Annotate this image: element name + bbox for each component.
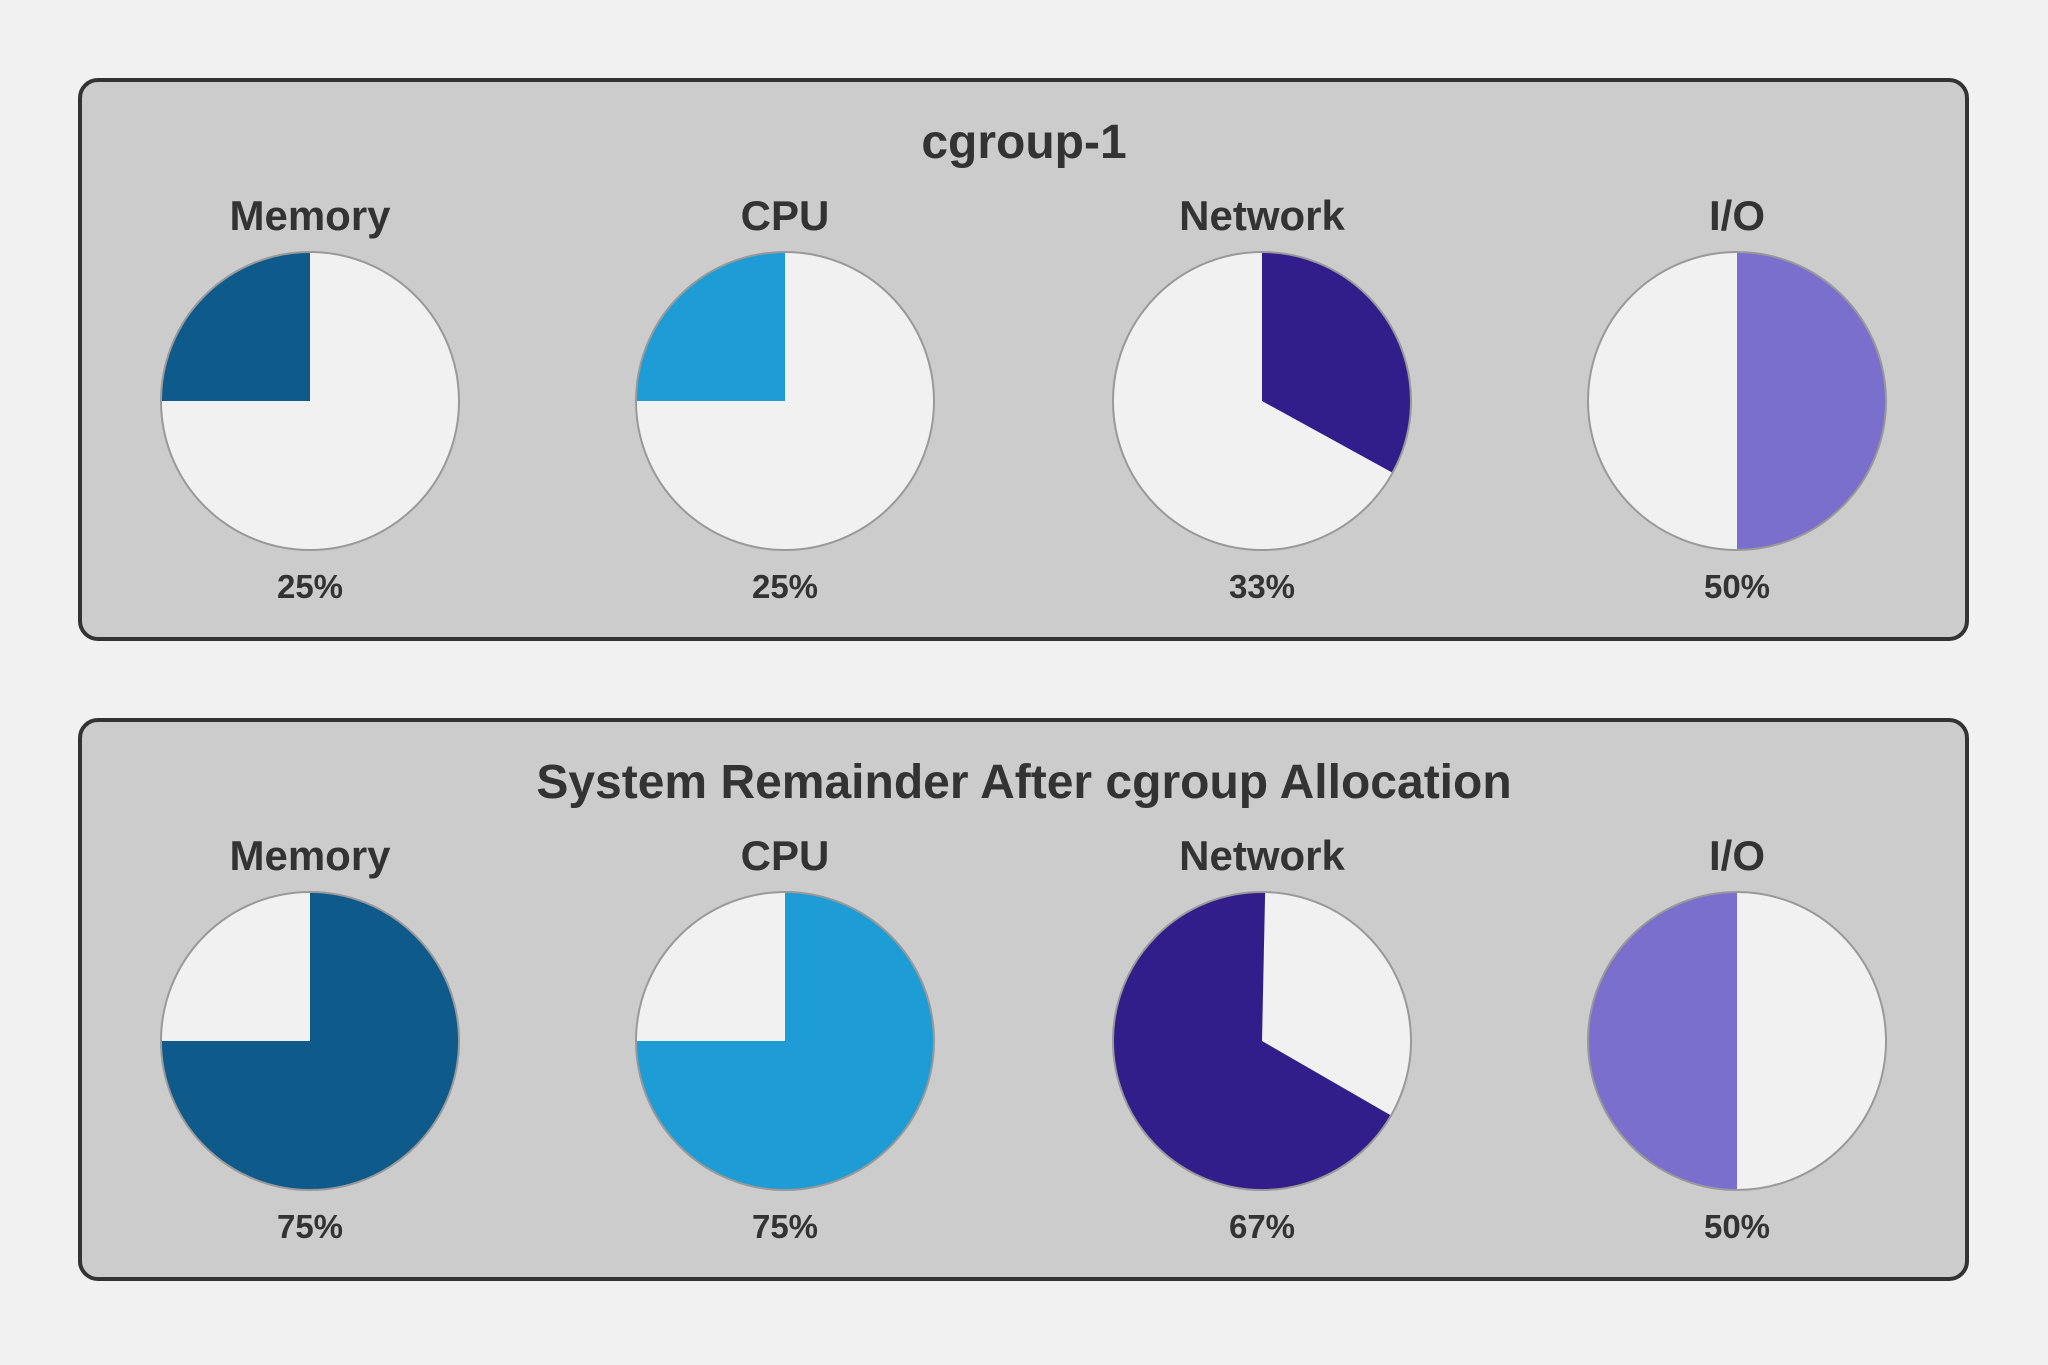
- pie-value-label: 75%: [277, 1208, 343, 1245]
- pie-label: CPU: [741, 192, 830, 239]
- pie-value-label: 50%: [1704, 1208, 1770, 1245]
- pie-label: Network: [1179, 832, 1345, 879]
- pie-outline: [1112, 891, 1412, 1191]
- pie-label: I/O: [1709, 832, 1765, 879]
- pie-value-label: 25%: [752, 568, 818, 605]
- pie-outline: [1112, 251, 1412, 551]
- pie-memory: Memory 75%: [160, 832, 460, 1245]
- pie-outline: [635, 891, 935, 1191]
- chart-panel: cgroup-1 Memory 25% CPU 25% Network 33% I/O 50%: [78, 78, 1969, 641]
- pie-slice: [636, 892, 934, 1190]
- pie-slice: [1737, 252, 1886, 550]
- pie-value-label: 50%: [1704, 568, 1770, 605]
- panel-background: [78, 78, 1969, 641]
- pie-value-label: 75%: [752, 1208, 818, 1245]
- pie-outline: [1587, 891, 1887, 1191]
- pie-outline: [160, 251, 460, 551]
- pie-network: Network 67%: [1112, 832, 1412, 1245]
- pie-outline: [1587, 251, 1887, 551]
- pie-network: Network 33%: [1112, 192, 1412, 605]
- pie-outline: [160, 891, 460, 1191]
- pie-slice: [1262, 252, 1412, 473]
- pie-label: Memory: [229, 832, 391, 879]
- pie-outline: [635, 251, 935, 551]
- pie-label: I/O: [1709, 192, 1765, 239]
- chart-title: System Remainder After cgroup Allocation: [536, 756, 1511, 809]
- pie-io: I/O 50%: [1587, 192, 1887, 605]
- pie-slice: [1588, 892, 1737, 1190]
- pie-value-label: 67%: [1229, 1208, 1295, 1245]
- pie-label: CPU: [741, 832, 830, 879]
- chart-panel: System Remainder After cgroup Allocation…: [78, 718, 1969, 1281]
- pie-memory: Memory 25%: [160, 192, 460, 605]
- pie-io: I/O 50%: [1587, 832, 1887, 1245]
- pie-cpu: CPU 25%: [635, 192, 935, 605]
- chart-title: cgroup-1: [921, 116, 1126, 169]
- pie-slice: [161, 252, 310, 401]
- panel-background: [78, 718, 1969, 1281]
- pie-slice: [1113, 892, 1392, 1190]
- pie-slice: [161, 892, 459, 1190]
- pie-value-label: 25%: [277, 568, 343, 605]
- pie-cpu: CPU 75%: [635, 832, 935, 1245]
- pie-label: Memory: [229, 192, 391, 239]
- pie-slice: [636, 252, 785, 401]
- pie-value-label: 33%: [1229, 568, 1295, 605]
- pie-label: Network: [1179, 192, 1345, 239]
